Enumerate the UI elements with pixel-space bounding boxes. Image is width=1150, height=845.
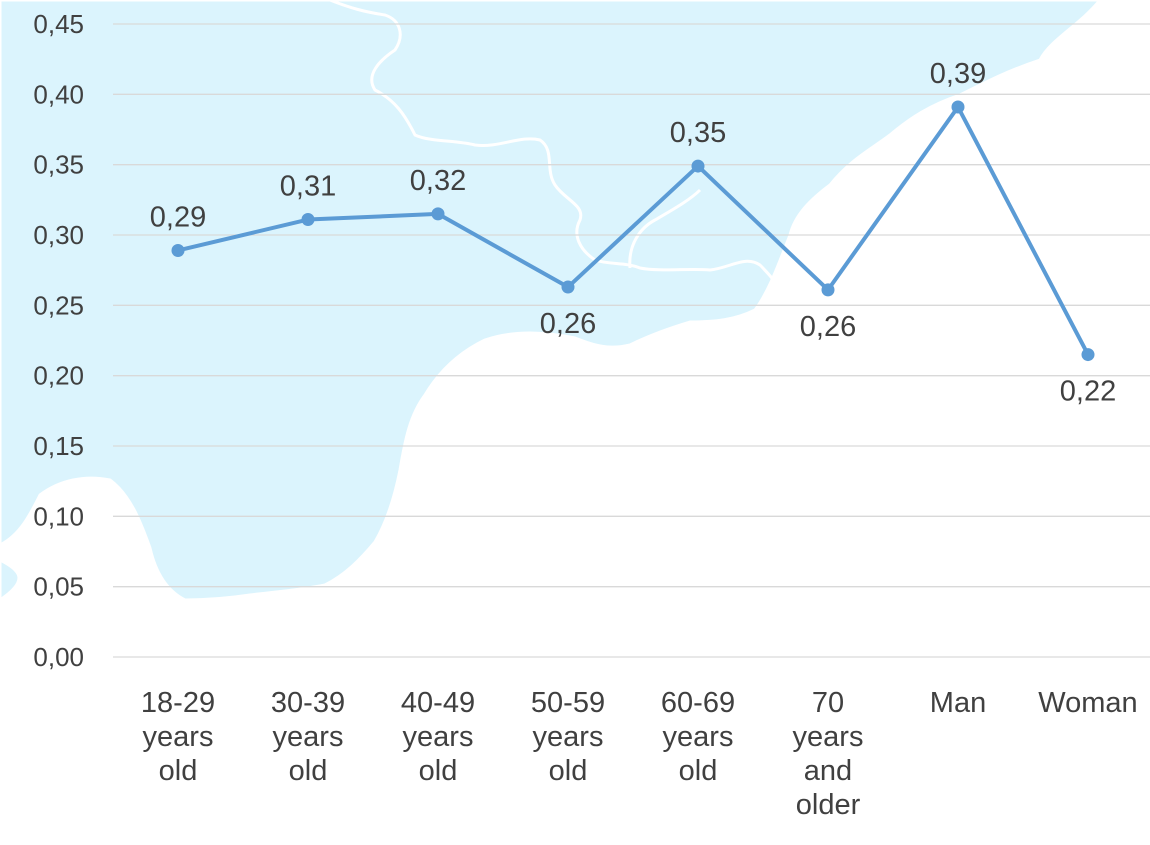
y-tick-label: 0,15: [33, 431, 84, 461]
map-landmass-small: [0, 560, 19, 600]
x-category-label-line: years: [403, 721, 474, 753]
x-category-label-line: 40-49: [401, 687, 475, 719]
x-category-label-line: years: [663, 721, 734, 753]
x-category-label-line: older: [796, 789, 861, 821]
y-tick-label: 0,40: [33, 79, 84, 109]
y-tick-label: 0,10: [33, 501, 84, 531]
y-tick-label: 0,20: [33, 361, 84, 391]
data-point: [562, 281, 575, 294]
data-label: 0,35: [670, 117, 726, 149]
data-label: 0,26: [800, 311, 856, 343]
x-category-label: 50-59 years old: [531, 687, 605, 787]
x-category-label-line: old: [679, 755, 718, 787]
data-label: 0,31: [280, 171, 336, 203]
y-tick-label: 0,00: [33, 642, 84, 672]
x-category-label-line: years: [533, 721, 604, 753]
data-point: [302, 213, 315, 226]
data-point: [432, 207, 445, 220]
x-category-label: 70 years and older: [793, 687, 864, 821]
x-category-label-line: and: [804, 755, 852, 787]
data-point: [1082, 348, 1095, 361]
data-label: 0,29: [150, 201, 206, 233]
background-map: [0, 0, 1100, 600]
data-label: 0,39: [930, 58, 986, 90]
x-category-label-line: 18-29: [141, 687, 215, 719]
x-category-label: 60-69 years old: [661, 687, 735, 787]
data-point: [172, 244, 185, 257]
x-category-label-line: years: [273, 721, 344, 753]
x-category-label-line: old: [419, 755, 458, 787]
x-category-label: 30-39 years old: [271, 687, 345, 787]
map-landmass: [0, 0, 1100, 600]
data-point: [952, 100, 965, 113]
data-point: [692, 160, 705, 173]
y-tick-label: 0,05: [33, 572, 84, 602]
y-tick-label: 0,35: [33, 150, 84, 180]
data-label: 0,22: [1060, 376, 1116, 408]
y-tick-label: 0,25: [33, 290, 84, 320]
x-category-label: Woman: [1038, 687, 1137, 719]
x-category-label-line: years: [143, 721, 214, 753]
x-category-label-line: Man: [930, 687, 986, 719]
x-category-label-line: old: [549, 755, 588, 787]
x-category-label: 40-49 years old: [401, 687, 475, 787]
data-point: [822, 283, 835, 296]
data-label: 0,26: [540, 308, 596, 340]
x-category-label-line: Woman: [1038, 687, 1137, 719]
data-label: 0,32: [410, 165, 466, 197]
y-tick-label: 0,45: [33, 9, 84, 39]
x-category-label-line: 60-69: [661, 687, 735, 719]
x-category-label-line: years: [793, 721, 864, 753]
x-category-label-line: 30-39: [271, 687, 345, 719]
x-category-label-line: 50-59: [531, 687, 605, 719]
x-category-label-line: old: [159, 755, 198, 787]
x-category-label-line: 70: [812, 687, 844, 719]
x-category-label: Man: [930, 687, 986, 719]
y-tick-label: 0,30: [33, 220, 84, 250]
x-category-label: 18-29 years old: [141, 687, 215, 787]
x-category-label-line: old: [289, 755, 328, 787]
